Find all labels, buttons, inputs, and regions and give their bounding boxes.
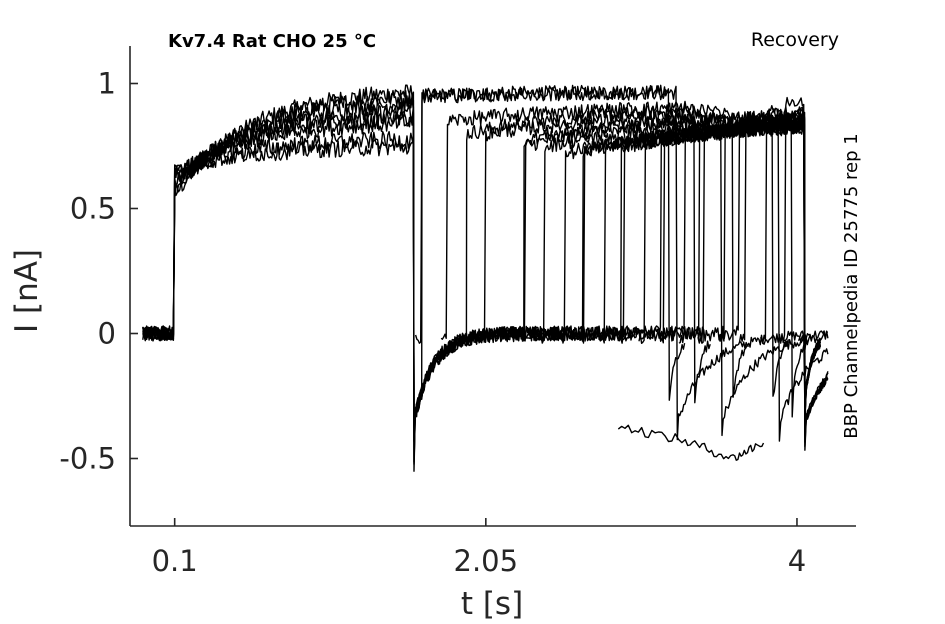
recovery-trace xyxy=(414,85,686,401)
y-tick-label: 1 xyxy=(98,67,116,101)
recovery-trace xyxy=(519,111,789,397)
y-axis-label: I [nA] xyxy=(9,249,45,333)
recovery-trace xyxy=(617,118,821,422)
recovery-trace xyxy=(440,100,711,404)
y-ticks: -0.5 0 0.5 1 xyxy=(59,67,138,476)
recovery-trace xyxy=(638,117,821,417)
current-trace xyxy=(142,89,828,437)
y-tick-label: 0 xyxy=(98,317,116,351)
protocol-label: Recovery xyxy=(751,29,839,51)
recovery-trace xyxy=(797,334,821,407)
x-ticks: 0.1 2.05 4 xyxy=(152,518,806,578)
x-tick-label: 4 xyxy=(788,544,806,578)
source-label: BBP Channelpedia ID 25775 rep 1 xyxy=(841,133,862,438)
recovery-trace xyxy=(678,117,821,402)
recovery-trace xyxy=(558,120,821,419)
current-traces xyxy=(142,84,829,472)
x-tick-label: 0.1 xyxy=(152,544,198,578)
recovery-trace xyxy=(759,105,821,415)
recovery-trace xyxy=(478,107,750,398)
current-trace xyxy=(142,106,829,472)
chart-title: Kv7.4 Rat CHO 25 °C xyxy=(168,31,376,52)
y-tick-label: -0.5 xyxy=(59,442,116,476)
late-trace xyxy=(617,424,765,461)
x-tick-label: 2.05 xyxy=(454,544,519,578)
recovery-trace xyxy=(598,119,821,415)
y-tick-label: 0.5 xyxy=(70,192,116,226)
x-axis-label: t [s] xyxy=(461,586,523,622)
